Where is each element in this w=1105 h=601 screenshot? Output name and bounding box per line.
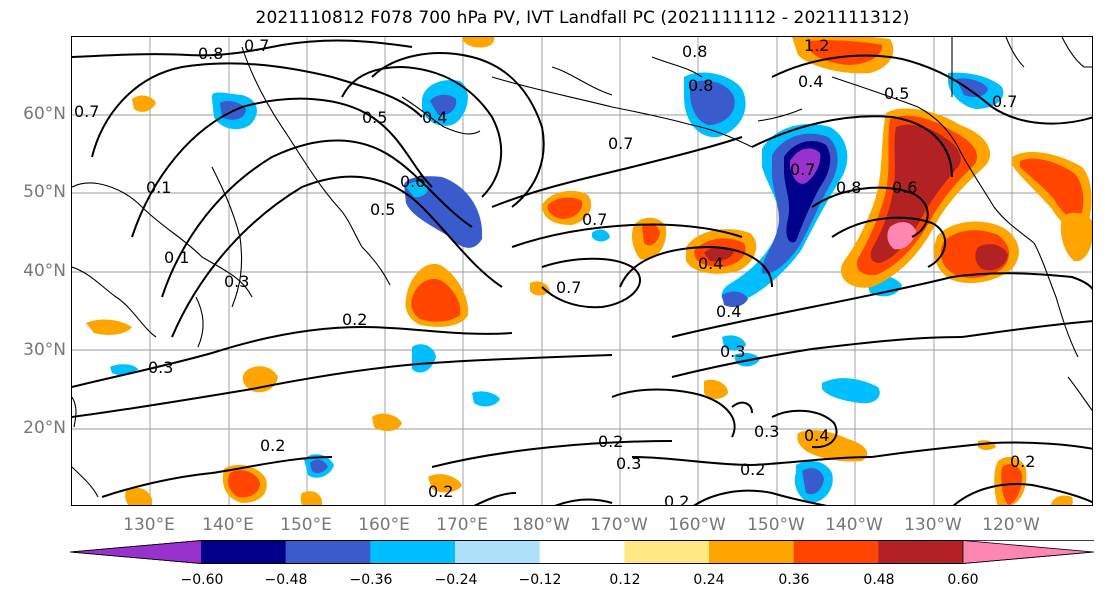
contour-label: 0.8 bbox=[198, 44, 223, 63]
colorbar-tick: −0.12 bbox=[518, 572, 562, 588]
contour-label: 0.4 bbox=[804, 426, 829, 445]
contour-label: 0.7 bbox=[556, 278, 581, 297]
lat-label-50n: 50°N bbox=[23, 182, 66, 202]
lon-label-160w: 160°W bbox=[668, 515, 726, 535]
contour-label: 0.6 bbox=[892, 178, 917, 197]
contour-label: 0.4 bbox=[422, 108, 447, 127]
positive-anomaly-patches bbox=[86, 37, 1092, 505]
contour-label: 0.4 bbox=[698, 254, 723, 273]
colorbar-segments bbox=[70, 540, 1094, 564]
contour-label: 0.3 bbox=[616, 454, 641, 473]
lat-label-30n: 30°N bbox=[23, 340, 66, 360]
contour-label: 0.7 bbox=[74, 102, 99, 121]
lon-label-160e: 160°E bbox=[358, 515, 410, 535]
contour-label: 0.4 bbox=[798, 72, 823, 91]
colorbar-segment bbox=[539, 540, 625, 564]
contour-label: 0.4 bbox=[716, 302, 741, 321]
contour-label: 0.7 bbox=[992, 92, 1017, 111]
contour-label: 0.3 bbox=[720, 342, 745, 361]
contour-label: 0.1 bbox=[164, 248, 189, 267]
contour-label: 0.2 bbox=[342, 310, 367, 329]
lon-label-150w: 150°W bbox=[747, 515, 805, 535]
contour-label: 0.1 bbox=[146, 178, 171, 197]
map-title: 2021110812 F078 700 hPa PV, IVT Landfall… bbox=[255, 8, 910, 28]
lat-label-40n: 40°N bbox=[23, 261, 66, 281]
contour-label: 0.2 bbox=[260, 436, 285, 455]
colorbar-segment bbox=[285, 540, 371, 564]
colorbar-tick: 0.24 bbox=[693, 572, 725, 588]
map-canvas: 0.8 0.7 0.7 0.5 0.4 0.6 0.5 0.8 0.8 1.2 … bbox=[72, 37, 1092, 506]
lon-label-140e: 140°E bbox=[202, 515, 254, 535]
contour-label: 1.2 bbox=[804, 37, 829, 55]
colorbar-tick: 0.12 bbox=[609, 572, 641, 588]
contour-label: 0.2 bbox=[428, 482, 453, 501]
colorbar-tick: 0.36 bbox=[778, 572, 810, 588]
contour-label: 0.7 bbox=[608, 134, 633, 153]
lon-label-180w: 180°W bbox=[512, 515, 570, 535]
map-plot-area: 0.8 0.7 0.7 0.5 0.4 0.6 0.5 0.8 0.8 1.2 … bbox=[71, 36, 1093, 506]
colorbar-tick: −0.48 bbox=[264, 572, 308, 588]
lat-label-20n: 20°N bbox=[23, 418, 66, 438]
contour-label: 0.7 bbox=[582, 210, 607, 229]
lon-label-130w: 130°W bbox=[904, 515, 962, 535]
colorbar-tick: 0.48 bbox=[863, 572, 895, 588]
lon-label-140w: 140°W bbox=[825, 515, 883, 535]
negative-anomaly-patches bbox=[110, 72, 1004, 503]
colorbar-segment bbox=[455, 540, 541, 564]
lon-label-130e: 130°E bbox=[123, 515, 175, 535]
contour-label: 0.6 bbox=[400, 172, 425, 191]
lon-label-170e: 170°E bbox=[436, 515, 488, 535]
contour-label: 0.8 bbox=[682, 42, 707, 61]
colorbar-outline bbox=[70, 540, 1094, 564]
contour-label: 0.2 bbox=[664, 492, 689, 506]
colorbar-segment bbox=[878, 540, 964, 564]
contour-label: 0.5 bbox=[370, 200, 395, 219]
colorbar-extend-max bbox=[963, 540, 1094, 564]
contour-label: 0.2 bbox=[598, 432, 623, 451]
contour-label-group: 0.8 0.7 0.7 0.5 0.4 0.6 0.5 0.8 0.8 1.2 … bbox=[74, 37, 1035, 506]
contour-label: 0.7 bbox=[790, 160, 815, 179]
colorbar-segment bbox=[370, 540, 456, 564]
contour-label: 0.8 bbox=[688, 76, 713, 95]
colorbar-tick: −0.36 bbox=[349, 572, 393, 588]
contour-label: 0.2 bbox=[740, 460, 765, 479]
colorbar-tick: −0.60 bbox=[180, 572, 224, 588]
colorbar-tick: −0.24 bbox=[434, 572, 478, 588]
contour-label: 0.5 bbox=[884, 84, 909, 103]
colorbar-extend-min bbox=[70, 540, 201, 564]
colorbar-segment bbox=[793, 540, 879, 564]
lon-label-120w: 120°W bbox=[982, 515, 1040, 535]
colorbar-segment bbox=[201, 540, 287, 564]
contour-label: 0.5 bbox=[362, 108, 387, 127]
contour-label: 0.7 bbox=[244, 37, 269, 55]
colorbar-segment bbox=[709, 540, 795, 564]
colorbar-segment bbox=[624, 540, 710, 564]
colorbar-tick: 0.60 bbox=[947, 572, 979, 588]
coastlines bbox=[72, 37, 1092, 498]
contour-label: 0.3 bbox=[754, 422, 779, 441]
contour-label: 0.3 bbox=[224, 272, 249, 291]
lat-label-60n: 60°N bbox=[23, 104, 66, 124]
colorbar bbox=[70, 540, 1094, 564]
lon-label-170w: 170°W bbox=[590, 515, 648, 535]
contour-label: 0.8 bbox=[836, 178, 861, 197]
contour-label: 0.3 bbox=[148, 358, 173, 377]
contour-label: 0.2 bbox=[1010, 452, 1035, 471]
pv-contours bbox=[72, 39, 1092, 505]
lon-label-150e: 150°E bbox=[280, 515, 332, 535]
